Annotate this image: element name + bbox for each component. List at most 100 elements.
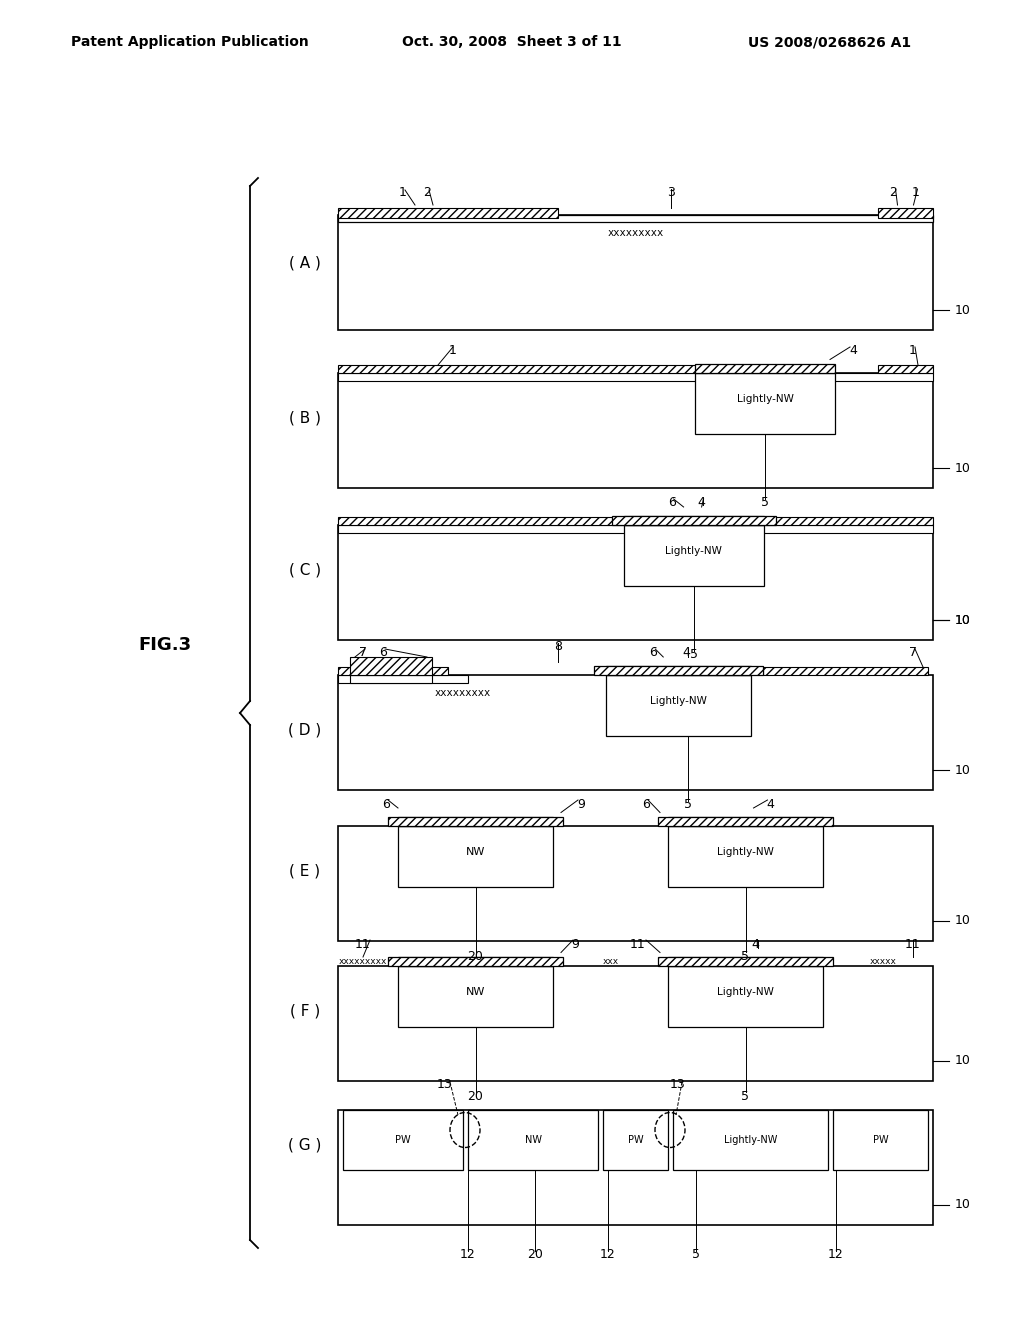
Text: Lightly-NW: Lightly-NW [650, 696, 707, 706]
Text: 10: 10 [955, 462, 971, 474]
Text: Lightly-NW: Lightly-NW [736, 393, 794, 404]
Text: 12: 12 [828, 1249, 844, 1262]
Text: 7: 7 [909, 647, 918, 660]
Text: xxxxxxxxx: xxxxxxxxx [339, 957, 387, 966]
Text: 1: 1 [909, 345, 916, 358]
Text: 20: 20 [527, 1249, 543, 1262]
Bar [338, 374, 933, 381]
Bar [606, 675, 751, 737]
Text: 10: 10 [955, 614, 971, 627]
Text: Lightly-NW: Lightly-NW [666, 546, 722, 556]
Bar [594, 667, 763, 675]
Text: 4: 4 [767, 797, 774, 810]
Bar [398, 817, 553, 826]
Text: 1: 1 [399, 186, 407, 199]
Text: 4: 4 [697, 496, 706, 510]
Text: NW: NW [466, 987, 485, 997]
Text: 12: 12 [600, 1249, 615, 1262]
Bar [878, 366, 933, 374]
Text: 5: 5 [692, 1249, 700, 1262]
Text: 4: 4 [682, 647, 690, 660]
Bar [668, 957, 823, 966]
Text: 5: 5 [689, 648, 697, 661]
Text: 1: 1 [450, 345, 457, 358]
Bar [624, 516, 764, 525]
Bar [338, 675, 933, 789]
Text: 4: 4 [752, 937, 760, 950]
Bar [668, 826, 823, 887]
Text: Lightly-NW: Lightly-NW [724, 1135, 777, 1144]
Bar [338, 966, 933, 1081]
Text: 6: 6 [649, 647, 657, 660]
Bar [350, 657, 432, 675]
Text: 1: 1 [911, 186, 920, 199]
Bar [606, 667, 751, 675]
Text: Lightly-NW: Lightly-NW [717, 987, 774, 997]
Text: 8: 8 [554, 640, 562, 653]
Text: NW: NW [466, 847, 485, 857]
Text: 10: 10 [955, 1055, 971, 1068]
Bar [673, 1110, 828, 1170]
Text: xxxxxxxxx: xxxxxxxxx [435, 688, 492, 698]
Text: 11: 11 [630, 937, 646, 950]
Text: ( F ): ( F ) [290, 1003, 321, 1019]
Text: 11: 11 [905, 937, 921, 950]
Text: ( C ): ( C ) [289, 562, 322, 578]
Text: 4: 4 [849, 345, 857, 358]
Text: 10: 10 [955, 304, 971, 317]
Text: ( E ): ( E ) [290, 863, 321, 879]
Text: 11: 11 [355, 937, 371, 950]
Bar [398, 957, 553, 966]
Text: ( B ): ( B ) [289, 411, 321, 425]
Text: 20: 20 [468, 949, 483, 962]
Text: Lightly-NW: Lightly-NW [717, 847, 774, 857]
Bar [338, 374, 933, 488]
Text: 20: 20 [468, 1089, 483, 1102]
Bar [695, 374, 835, 434]
Text: 9: 9 [571, 937, 579, 950]
Bar [658, 817, 833, 826]
Bar [343, 1110, 463, 1170]
Text: 6: 6 [668, 496, 676, 510]
Text: 6: 6 [382, 797, 390, 810]
Bar [398, 966, 553, 1027]
Text: xxxxx: xxxxx [869, 957, 896, 966]
Text: NW: NW [524, 1135, 542, 1144]
Text: 9: 9 [578, 797, 585, 810]
Bar [338, 366, 707, 374]
Text: 3: 3 [668, 186, 675, 199]
Text: 12: 12 [460, 1249, 476, 1262]
Text: 13: 13 [437, 1078, 453, 1092]
Bar [338, 525, 933, 640]
Bar [338, 826, 933, 941]
Bar [338, 215, 933, 330]
Bar [338, 667, 449, 675]
Text: US 2008/0268626 A1: US 2008/0268626 A1 [749, 36, 911, 49]
Text: xxxxxxxxx: xxxxxxxxx [607, 228, 664, 238]
Text: 6: 6 [379, 647, 387, 660]
Text: 10: 10 [955, 614, 971, 627]
Text: 2: 2 [423, 186, 431, 199]
Bar [350, 675, 432, 682]
Bar [668, 966, 823, 1027]
Bar [878, 209, 933, 218]
Text: FIG.3: FIG.3 [138, 636, 191, 653]
Text: 2: 2 [890, 186, 897, 199]
Bar [388, 957, 563, 966]
Text: 5: 5 [741, 949, 750, 962]
Text: PW: PW [872, 1135, 888, 1144]
Bar [695, 364, 835, 374]
Text: ( A ): ( A ) [289, 256, 321, 271]
Bar [603, 1110, 668, 1170]
Text: PW: PW [628, 1135, 643, 1144]
Text: 10: 10 [955, 1199, 971, 1212]
Bar [611, 516, 775, 525]
Bar [833, 1110, 928, 1170]
Bar [338, 675, 468, 682]
Text: ( D ): ( D ) [289, 722, 322, 738]
Text: Patent Application Publication: Patent Application Publication [71, 36, 309, 49]
Bar [398, 826, 553, 887]
Text: xxx: xxx [602, 957, 618, 966]
Bar [658, 957, 833, 966]
Text: 10: 10 [955, 915, 971, 928]
